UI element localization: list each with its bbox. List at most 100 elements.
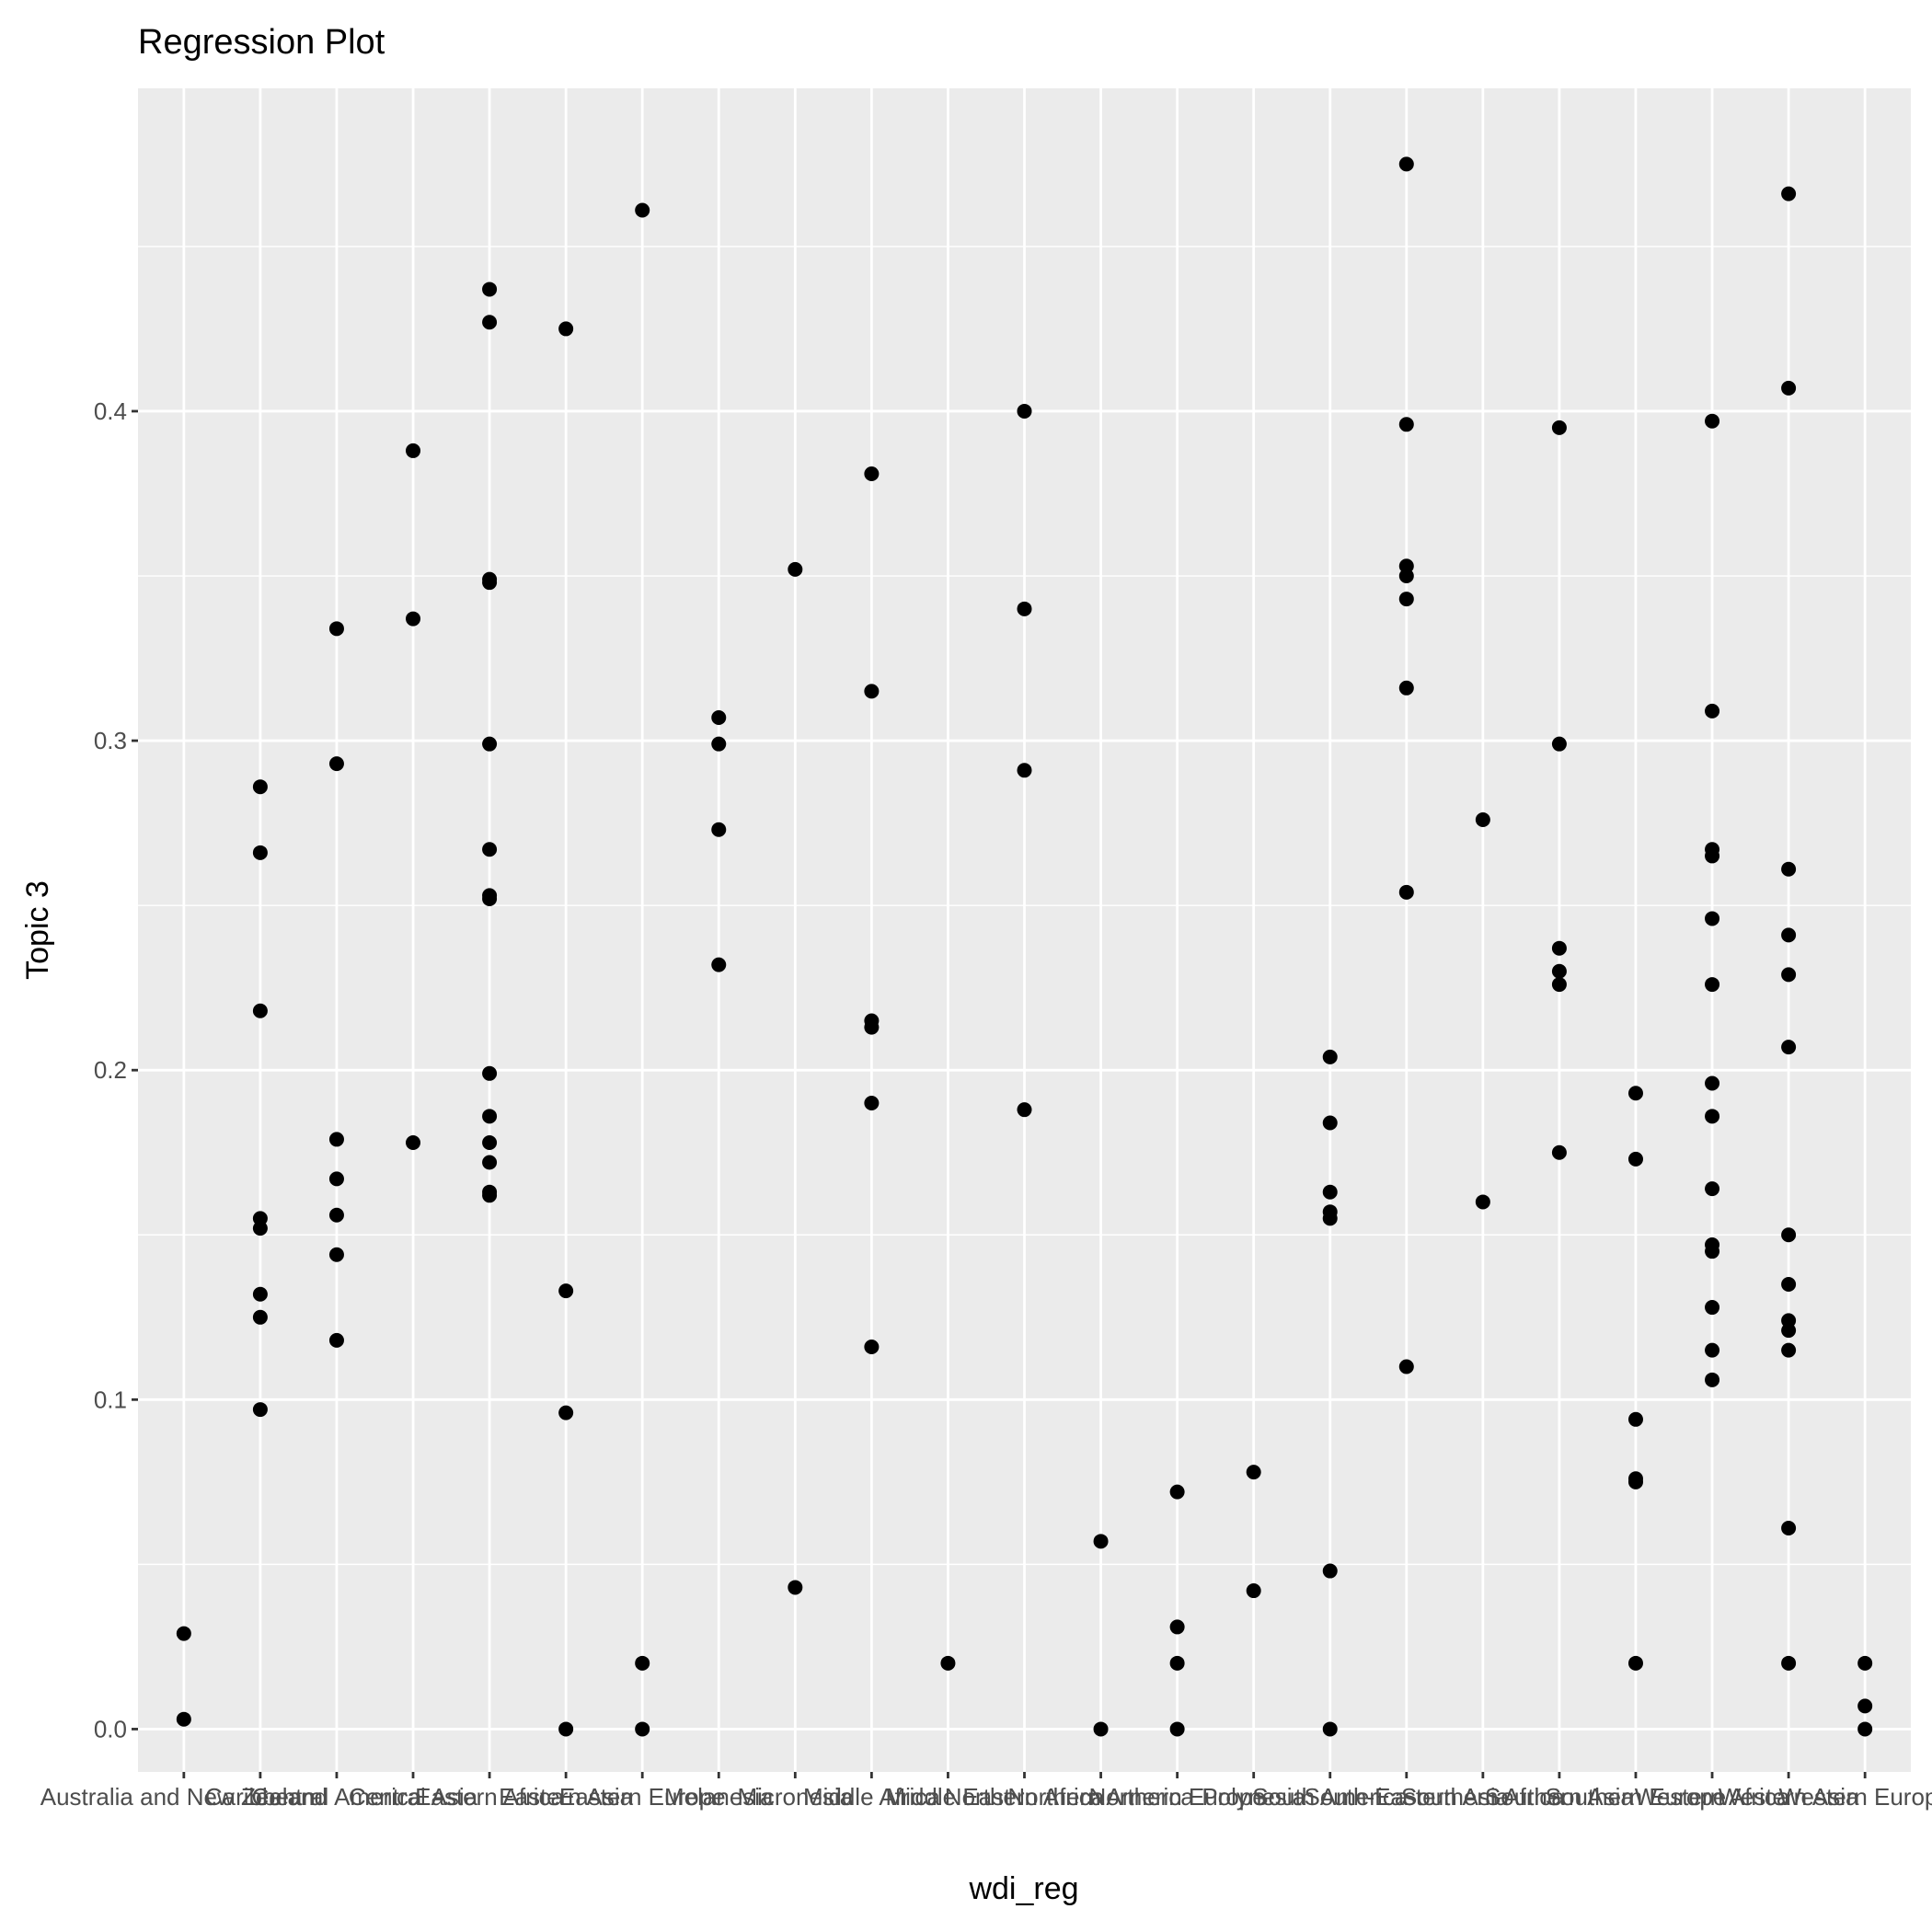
point (1627, 1151, 1643, 1167)
point (252, 845, 268, 860)
x-tick-label: South America (1252, 1783, 1409, 1811)
point (1169, 1721, 1185, 1737)
point (558, 1283, 574, 1299)
point (1705, 1181, 1720, 1197)
point (1705, 1372, 1720, 1387)
point (558, 1405, 574, 1420)
point (1857, 1698, 1873, 1714)
y-tick-label: 0.1 (94, 1386, 127, 1413)
x-tick-label: Central America (251, 1783, 421, 1811)
point (711, 957, 727, 972)
x-tick-label: Micronesia (737, 1783, 853, 1811)
point (328, 1247, 344, 1262)
point (1551, 977, 1567, 993)
point (1781, 380, 1797, 396)
point (1246, 1583, 1261, 1599)
point (1781, 1040, 1797, 1055)
point (1781, 1342, 1797, 1358)
point (482, 1109, 498, 1124)
point (1169, 1484, 1185, 1500)
point (1705, 911, 1720, 926)
point (482, 1155, 498, 1170)
point (482, 1134, 498, 1150)
point (1093, 1721, 1109, 1737)
point (1705, 413, 1720, 429)
point (1398, 569, 1414, 584)
point (482, 1065, 498, 1081)
point (558, 1721, 574, 1737)
point (328, 756, 344, 772)
point (1551, 1144, 1567, 1160)
x-tick-label: Central Asia (349, 1783, 478, 1811)
point (1398, 1359, 1414, 1374)
x-tick-label: Middle Africa (803, 1783, 940, 1811)
point (1781, 1520, 1797, 1535)
point (1857, 1721, 1873, 1737)
point (1017, 763, 1032, 778)
point (1398, 417, 1414, 432)
point (1169, 1619, 1185, 1635)
point (406, 443, 421, 458)
point (252, 1221, 268, 1236)
point (1781, 1227, 1797, 1243)
point (252, 779, 268, 795)
x-tick-label: Southern Europe (1546, 1783, 1727, 1811)
point (482, 1188, 498, 1203)
point (328, 621, 344, 637)
point (1398, 592, 1414, 607)
point (635, 1721, 650, 1737)
point (1398, 156, 1414, 172)
x-tick-label: Polynesia (1202, 1783, 1305, 1811)
x-axis-title: wdi_reg (968, 1871, 1078, 1906)
point (1322, 1211, 1338, 1226)
point (1169, 1655, 1185, 1671)
point (1705, 1300, 1720, 1316)
x-tick-label: Western Asia (1719, 1783, 1859, 1811)
point (864, 1096, 880, 1111)
point (1705, 848, 1720, 864)
point (252, 1003, 268, 1018)
point (482, 736, 498, 752)
point (482, 282, 498, 297)
point (1017, 1102, 1032, 1118)
point (1781, 1323, 1797, 1339)
x-tick-label: Western Africa (1635, 1783, 1790, 1811)
point (1781, 927, 1797, 943)
point (1857, 1655, 1873, 1671)
point (711, 710, 727, 726)
point (1475, 812, 1490, 828)
y-tick-label: 0.0 (94, 1715, 127, 1742)
point (1017, 403, 1032, 419)
point (1322, 1184, 1338, 1200)
point (1551, 420, 1567, 435)
point (328, 1332, 344, 1348)
point (1398, 884, 1414, 900)
x-tick-label: Western Europe (1778, 1783, 1932, 1811)
x-tick-label: Australia and New Zealand (40, 1783, 328, 1811)
x-tick-label: Northern Africa (945, 1783, 1105, 1811)
point (1705, 1244, 1720, 1259)
point (252, 1309, 268, 1325)
point (788, 561, 803, 577)
point (940, 1655, 956, 1671)
point (1475, 1194, 1490, 1210)
point (1781, 967, 1797, 983)
x-tick-label: Eastern Asia (499, 1783, 634, 1811)
point (1627, 1086, 1643, 1101)
x-tick-label: Caribbean (205, 1783, 316, 1811)
point (1705, 1075, 1720, 1091)
point (558, 321, 574, 337)
y-tick-label: 0.4 (94, 397, 127, 425)
point (1705, 1109, 1720, 1124)
point (1322, 1049, 1338, 1064)
x-tick-label: Melanesia (664, 1783, 774, 1811)
point (635, 1655, 650, 1671)
point (328, 1171, 344, 1187)
point (1781, 1655, 1797, 1671)
point (1705, 703, 1720, 719)
point (176, 1711, 191, 1727)
point (1398, 680, 1414, 696)
point (1017, 601, 1032, 616)
point (252, 1286, 268, 1302)
